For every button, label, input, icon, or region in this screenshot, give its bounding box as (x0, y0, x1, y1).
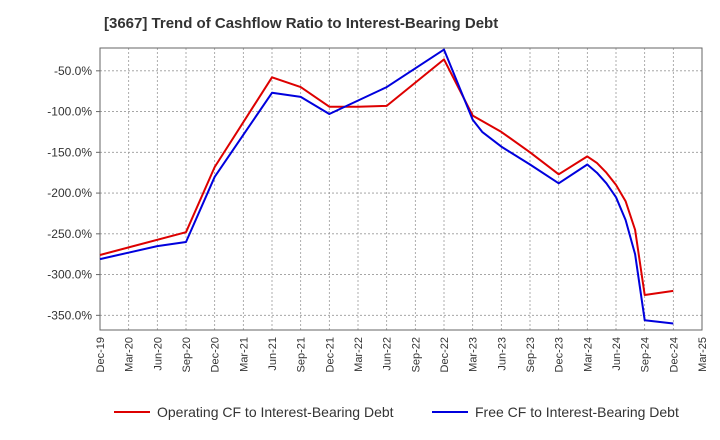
y-tick-label: -200.0% (47, 186, 92, 200)
x-tick-label: Sep-22 (410, 337, 422, 372)
x-tick-label: Jun-20 (152, 337, 164, 371)
x-tick-label: Mar-24 (582, 337, 594, 372)
x-tick-label: Mar-25 (697, 337, 709, 372)
x-tick-label: Mar-21 (238, 337, 250, 372)
legend-item-operating-cf: Operating CF to Interest-Bearing Debt (114, 404, 394, 420)
legend-label-operating-cf: Operating CF to Interest-Bearing Debt (157, 404, 394, 420)
x-tick-label: Mar-23 (468, 337, 480, 372)
x-tick-label: Dec-22 (439, 337, 451, 372)
x-tick-label: Dec-21 (324, 337, 336, 372)
x-tick-label: Dec-23 (554, 337, 566, 372)
legend-swatch-operating-cf (114, 411, 150, 413)
y-tick-label: -50.0% (54, 64, 92, 78)
x-tick-label: Jun-21 (267, 337, 279, 371)
plot-area-frame (99, 47, 703, 331)
x-tick-label: Sep-23 (525, 337, 537, 372)
legend-item-free-cf: Free CF to Interest-Bearing Debt (432, 404, 679, 420)
y-tick-label: -250.0% (47, 227, 92, 241)
legend-swatch-free-cf (432, 411, 468, 413)
x-tick-label: Mar-20 (124, 337, 136, 372)
y-tick-label: -150.0% (47, 145, 92, 159)
y-axis: -50.0% -100.0% -150.0% -200.0% -250.0% -300.0… (47, 64, 100, 322)
series-line-operating-cf (99, 58, 674, 296)
chart-title: [3667] Trend of Cashflow Ratio to Intere… (104, 15, 499, 32)
x-tick-label: Jun-22 (382, 337, 394, 371)
grid (99, 48, 703, 330)
x-tick-label: Dec-24 (668, 337, 680, 372)
x-tick-label: Sep-20 (181, 337, 193, 372)
y-tick-label: -350.0% (47, 308, 92, 322)
series-lines (99, 48, 674, 325)
y-tick-label: -300.0% (47, 268, 92, 282)
y-tick-label: -100.0% (47, 105, 92, 119)
legend-label-free-cf: Free CF to Interest-Bearing Debt (475, 404, 679, 420)
x-tick-label: Jun-24 (611, 337, 623, 371)
legend: Operating CF to Interest-Bearing Debt Fr… (0, 402, 720, 424)
x-tick-label: Sep-24 (640, 337, 652, 372)
x-tick-label: Dec-20 (210, 337, 222, 372)
x-axis: Dec-19 Mar-20 Jun-20 Sep-20 Dec-20 Mar-21 Jun-… (95, 337, 709, 372)
x-tick-label: Jun-23 (496, 337, 508, 371)
series-line-free-cf (99, 48, 674, 325)
x-tick-label: Mar-22 (353, 337, 365, 372)
x-tick-label: Dec-19 (95, 337, 107, 372)
x-tick-label: Sep-21 (296, 337, 308, 372)
